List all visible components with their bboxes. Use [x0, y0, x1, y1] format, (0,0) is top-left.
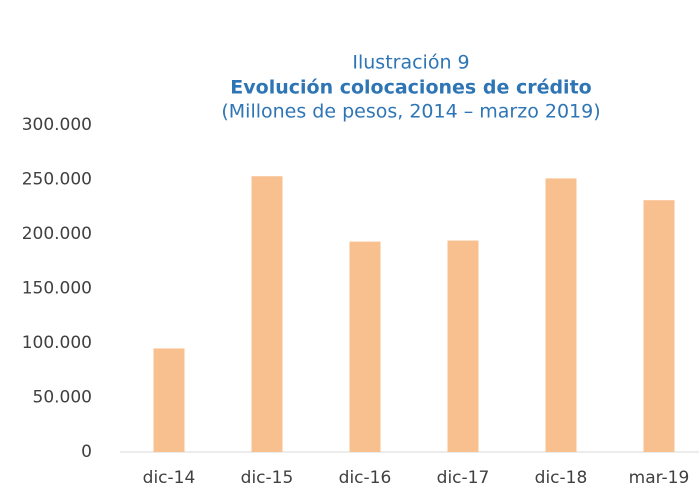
bar: [153, 348, 185, 452]
x-tick-label: mar-19: [629, 468, 690, 488]
y-tick-label: 200.000: [22, 224, 92, 244]
chart-title: Evolución colocaciones de crédito: [230, 77, 591, 99]
x-tick-label: dic-18: [535, 468, 588, 488]
y-tick-label: 100.000: [22, 333, 92, 353]
y-tick-label: 250.000: [22, 170, 92, 190]
bar: [447, 240, 479, 452]
x-tick-label: dic-17: [437, 468, 490, 488]
x-tick-label: dic-14: [143, 468, 196, 488]
y-tick-label: 300.000: [22, 115, 92, 135]
bar: [349, 241, 381, 452]
x-tick-label: dic-16: [339, 468, 392, 488]
y-tick-label: 50.000: [33, 388, 92, 408]
figure-label: Ilustración 9: [352, 52, 469, 74]
x-tick-label: dic-15: [241, 468, 294, 488]
bar: [643, 200, 675, 452]
bar: [545, 178, 577, 452]
chart-subtitle: (Millones de pesos, 2014 – marzo 2019): [221, 101, 600, 123]
y-tick-label: 0: [81, 442, 92, 462]
bar: [251, 176, 283, 453]
y-tick-label: 150.000: [22, 279, 92, 299]
